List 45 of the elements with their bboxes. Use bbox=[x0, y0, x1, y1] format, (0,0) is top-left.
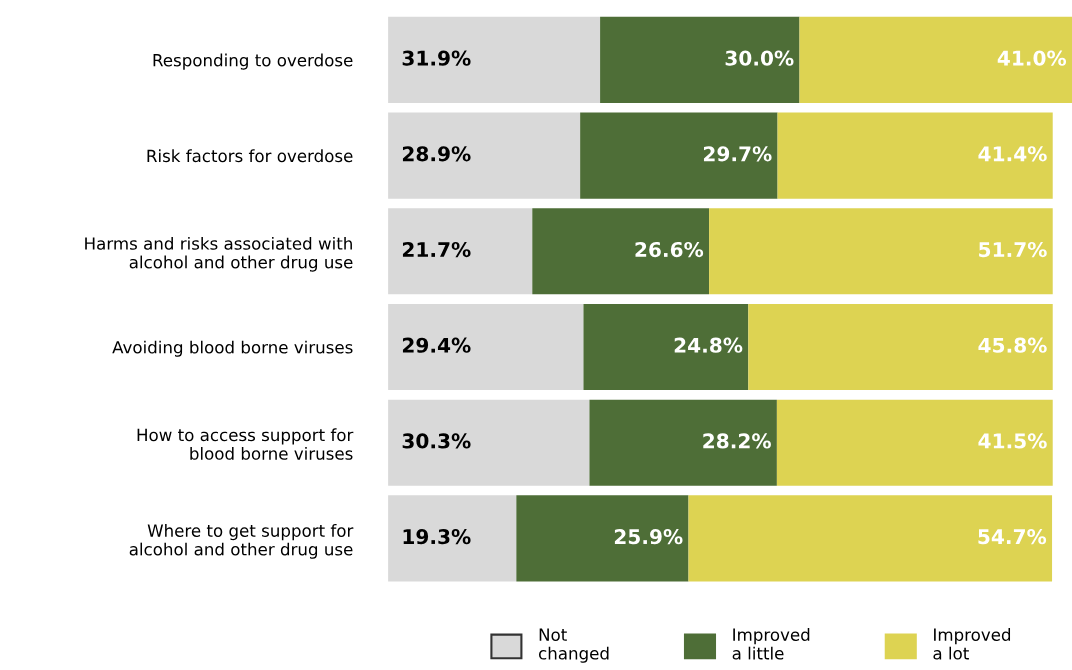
bar bbox=[709, 208, 1053, 295]
data-label: 30.0% bbox=[725, 50, 794, 66]
y-tick-label: Harms and risks associated with alcohol and other drug use bbox=[85, 236, 353, 272]
bar bbox=[748, 303, 1053, 391]
legend-label: Improved a little bbox=[732, 628, 810, 660]
data-label: 29.4% bbox=[402, 337, 471, 353]
y-tick-label: Risk factors for overdose bbox=[147, 149, 353, 163]
data-label: 25.9% bbox=[614, 529, 683, 545]
bar bbox=[688, 495, 1053, 582]
bar bbox=[388, 112, 581, 199]
data-label: 24.8% bbox=[674, 337, 743, 353]
data-label: 28.9% bbox=[402, 146, 471, 162]
data-label: 41.5% bbox=[978, 433, 1047, 449]
y-tick-label: Responding to overdose bbox=[153, 53, 353, 70]
data-label: 51.7% bbox=[979, 241, 1047, 258]
bar bbox=[388, 495, 517, 582]
bar bbox=[799, 16, 1072, 103]
bar bbox=[388, 399, 590, 486]
bar bbox=[589, 399, 777, 486]
bar bbox=[776, 399, 1053, 486]
data-label: 21.7% bbox=[402, 241, 471, 258]
legend-label: Not changed bbox=[538, 628, 609, 663]
data-label: 41.4% bbox=[978, 146, 1047, 162]
bar bbox=[388, 16, 601, 103]
y-tick-label: Avoiding blood borne viruses bbox=[112, 340, 353, 357]
data-label: 54.7% bbox=[978, 529, 1047, 545]
data-label: 30.3% bbox=[402, 433, 471, 449]
bar bbox=[580, 112, 778, 199]
bar bbox=[388, 208, 533, 295]
data-label: 31.9% bbox=[402, 50, 471, 66]
data-label: 19.3% bbox=[403, 529, 471, 545]
y-tick-label: How to access support for blood borne viruses bbox=[137, 428, 354, 460]
bar bbox=[583, 303, 749, 391]
bar bbox=[388, 303, 584, 391]
data-label: 26.6% bbox=[635, 241, 704, 258]
data-label: 29.7% bbox=[703, 146, 772, 162]
data-label: 41.0% bbox=[997, 50, 1067, 66]
bar bbox=[532, 208, 710, 295]
legend-label: Improved a lot bbox=[933, 628, 1011, 660]
y-tick-label: Where to get support for alcohol and other drug use bbox=[129, 524, 354, 559]
data-label: 45.8% bbox=[978, 337, 1047, 353]
bar bbox=[600, 16, 800, 103]
data-label: 28.2% bbox=[703, 433, 771, 449]
bar bbox=[516, 495, 689, 582]
bar bbox=[777, 112, 1053, 199]
